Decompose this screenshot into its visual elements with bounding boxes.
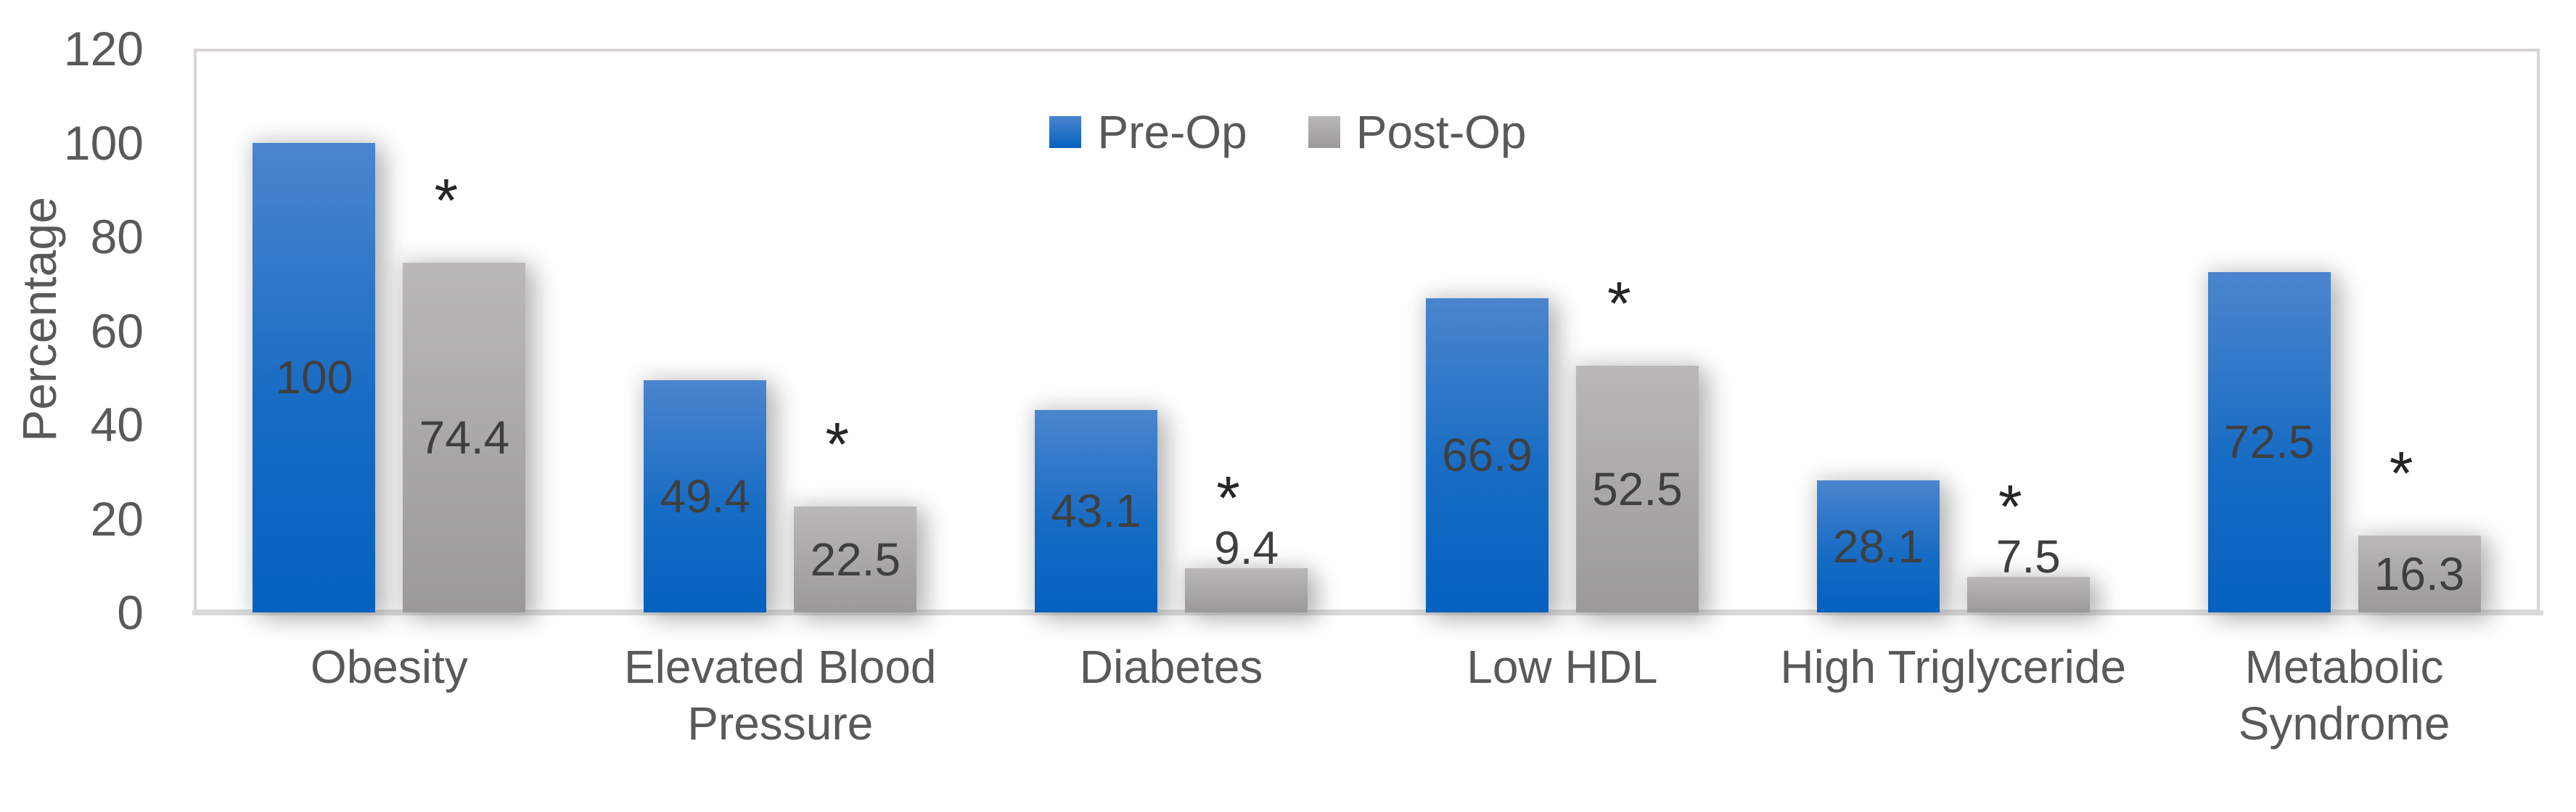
legend-swatch-post-op-icon — [1308, 116, 1340, 148]
y-tick-20: 20 — [90, 491, 144, 546]
bar-post-op-obesity — [403, 263, 526, 612]
x-axis-line — [192, 610, 2543, 615]
y-tick-80: 80 — [90, 210, 144, 263]
bar-pre-op-metabolic-syndrome — [2207, 271, 2331, 612]
data-label-post-op-high-triglyceride: 7.5 — [1995, 530, 2061, 583]
legend-swatch-pre-op-icon — [1049, 116, 1082, 148]
bar-post-op-low-hdl — [1575, 366, 1699, 612]
significance-asterisk-elevated-blood-pressure: * — [825, 410, 850, 479]
significance-asterisk-diabetes: * — [1216, 464, 1240, 533]
y-tick-40: 40 — [90, 398, 144, 451]
bar-pre-op-elevated-blood-pressure — [644, 380, 767, 612]
data-label-post-op-obesity: 74.4 — [419, 411, 510, 464]
plot-area — [194, 49, 2540, 612]
bar-post-op-elevated-blood-pressure — [794, 507, 917, 612]
y-tick-60: 60 — [90, 303, 144, 358]
data-label-post-op-metabolic-syndrome: 16.3 — [2374, 548, 2465, 601]
significance-asterisk-low-hdl: * — [1607, 269, 1631, 338]
significance-asterisk-metabolic-syndrome: * — [2389, 439, 2413, 508]
x-label-metabolic-syndrome: Metabolic Syndrome — [2238, 641, 2450, 750]
data-label-post-op-elevated-blood-pressure: 22.5 — [810, 533, 901, 586]
x-label-diabetes: Diabetes — [1079, 641, 1263, 693]
bar-pre-op-high-triglyceride — [1816, 480, 1940, 612]
data-label-pre-op-high-triglyceride: 28.1 — [1832, 520, 1924, 573]
legend-label-post-op: Post-Op — [1355, 106, 1527, 158]
legend-entry-pre-op: Pre-Op — [1049, 105, 1247, 159]
data-label-pre-op-low-hdl: 66.9 — [1442, 429, 1533, 482]
bar-post-op-diabetes — [1185, 568, 1308, 612]
y-tick-100: 100 — [63, 115, 144, 170]
bar-post-op-metabolic-syndrome — [2358, 536, 2481, 612]
data-label-pre-op-elevated-blood-pressure: 49.4 — [660, 470, 751, 523]
significance-asterisk-high-triglyceride: * — [1998, 472, 2022, 541]
x-label-obesity: Obesity — [310, 641, 468, 693]
legend: Pre-Op Post-Op — [0, 105, 2576, 159]
bar-pre-op-low-hdl — [1425, 298, 1549, 612]
x-label-elevated-blood-pressure: Elevated Blood Pressure — [623, 641, 937, 750]
bar-pre-op-diabetes — [1035, 409, 1158, 612]
bar-pre-op-obesity — [253, 142, 376, 612]
data-label-post-op-diabetes: 9.4 — [1214, 522, 1279, 575]
data-label-pre-op-diabetes: 43.1 — [1051, 485, 1141, 538]
significance-asterisk-obesity: * — [434, 166, 459, 235]
y-tick-120: 120 — [63, 22, 144, 75]
x-label-low-hdl: Low HDL — [1467, 641, 1658, 693]
y-tick-0: 0 — [117, 586, 144, 639]
legend-entry-post-op: Post-Op — [1308, 105, 1527, 159]
x-label-high-triglyceride: High Triglyceride — [1780, 641, 2127, 693]
bar-post-op-high-triglyceride — [1966, 577, 2090, 612]
data-label-pre-op-obesity: 100 — [275, 351, 353, 404]
data-label-post-op-low-hdl: 52.5 — [1592, 463, 1683, 516]
data-label-pre-op-metabolic-syndrome: 72.5 — [2223, 416, 2315, 469]
legend-label-pre-op: Pre-Op — [1097, 106, 1247, 158]
